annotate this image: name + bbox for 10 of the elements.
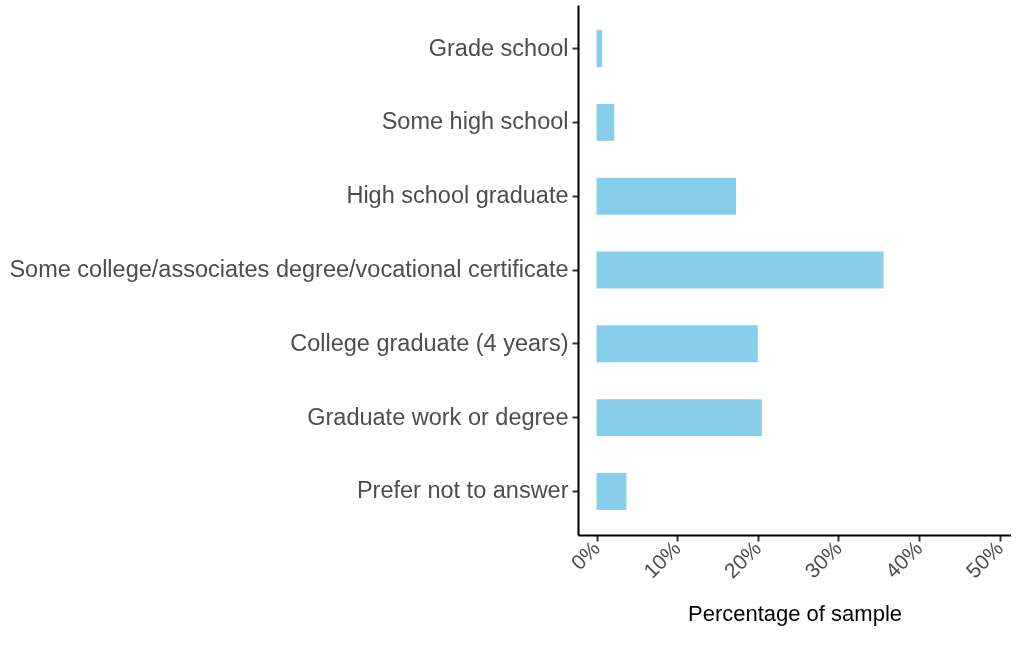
y-tick-label: Graduate work or degree xyxy=(307,403,569,430)
x-tick-label: 0% xyxy=(566,536,605,575)
y-tick-label: College graduate (4 years) xyxy=(290,329,569,356)
y-tick-label: Some high school xyxy=(381,108,569,135)
y-tick-label: High school graduate xyxy=(346,182,569,209)
y-tick-label: Some college/associates degree/vocational certificate xyxy=(9,256,569,282)
y-tick-label: Grade school xyxy=(428,34,569,61)
x-axis-title: Percentage of sample xyxy=(687,601,903,627)
x-tick-label: 40% xyxy=(880,536,927,583)
y-tick-label: Prefer not to answer xyxy=(356,477,569,504)
